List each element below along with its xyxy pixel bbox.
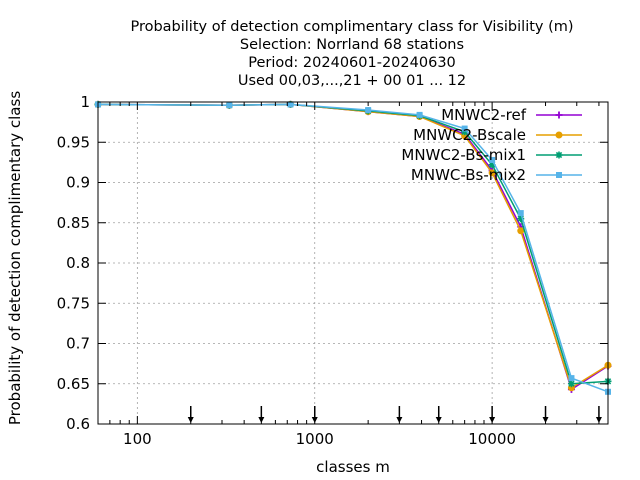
data-point (488, 161, 496, 169)
legend-marker (555, 131, 563, 139)
series-line-3 (97, 103, 609, 385)
series-line-4 (97, 103, 609, 393)
data-point (226, 102, 233, 109)
data-point (567, 380, 575, 388)
data-point (568, 375, 575, 382)
data-point (287, 101, 294, 108)
legend-marker (555, 151, 563, 159)
data-point (517, 215, 525, 223)
data-point (489, 156, 496, 163)
legend-marker (556, 172, 562, 178)
y-axis-label: Probability of detection complimentary c… (6, 91, 24, 425)
axis-ticks: 0.6 0.65 0.7 0.75 0.8 0.85 0.9 0.95 1 100 1000 1000… (57, 93, 608, 448)
y-tick-label: 0.7 (66, 335, 90, 353)
legend-label: MNWC2-Bscale (413, 126, 526, 144)
y-tick-label: 0.85 (57, 214, 90, 232)
chart-title-line-4: Used 00,03,...,21 + 00 01 ... 12 (238, 73, 466, 89)
legend-label: MNWC2-Bs-mix1 (401, 146, 526, 164)
y-tick-label: 0.8 (66, 254, 90, 272)
chart-title: Probability of detection complimentary c… (130, 19, 573, 89)
y-tick-label: 0.6 (66, 415, 90, 433)
x-tick-label: 1000 (296, 430, 334, 448)
data-point (461, 125, 468, 132)
y-tick-label: 0.95 (57, 133, 90, 151)
data-point (365, 107, 372, 114)
x-axis-label: classes m (316, 458, 390, 476)
y-tick-label: 0.9 (66, 174, 90, 192)
data-point (416, 111, 423, 118)
x-tick-label: 10000 (468, 430, 516, 448)
chart-title-line-3: Period: 20240601-20240630 (248, 55, 456, 71)
y-tick-label: 1 (80, 93, 90, 111)
x-tick-label: 100 (123, 430, 152, 448)
chart-title-line-1: Probability of detection complimentary c… (130, 19, 573, 35)
chart-title-line-2: Selection: Norrland 68 stations (240, 37, 464, 53)
y-tick-label: 0.65 (57, 375, 90, 393)
threshold-arrows (187, 406, 602, 423)
legend: MNWC2-ref MNWC2-Bscale MNWC2-Bs-mix1 MNWC-B… (401, 106, 582, 184)
y-tick-label: 0.75 (57, 294, 90, 312)
plot-series (94, 100, 612, 395)
legend-marker (555, 111, 563, 119)
legend-label: MNWC2-ref (441, 106, 526, 124)
legend-label: MNWC-Bs-mix2 (411, 166, 526, 184)
data-point (517, 210, 524, 217)
data-point (461, 128, 469, 136)
data-point (517, 227, 525, 235)
data-point (488, 169, 496, 177)
